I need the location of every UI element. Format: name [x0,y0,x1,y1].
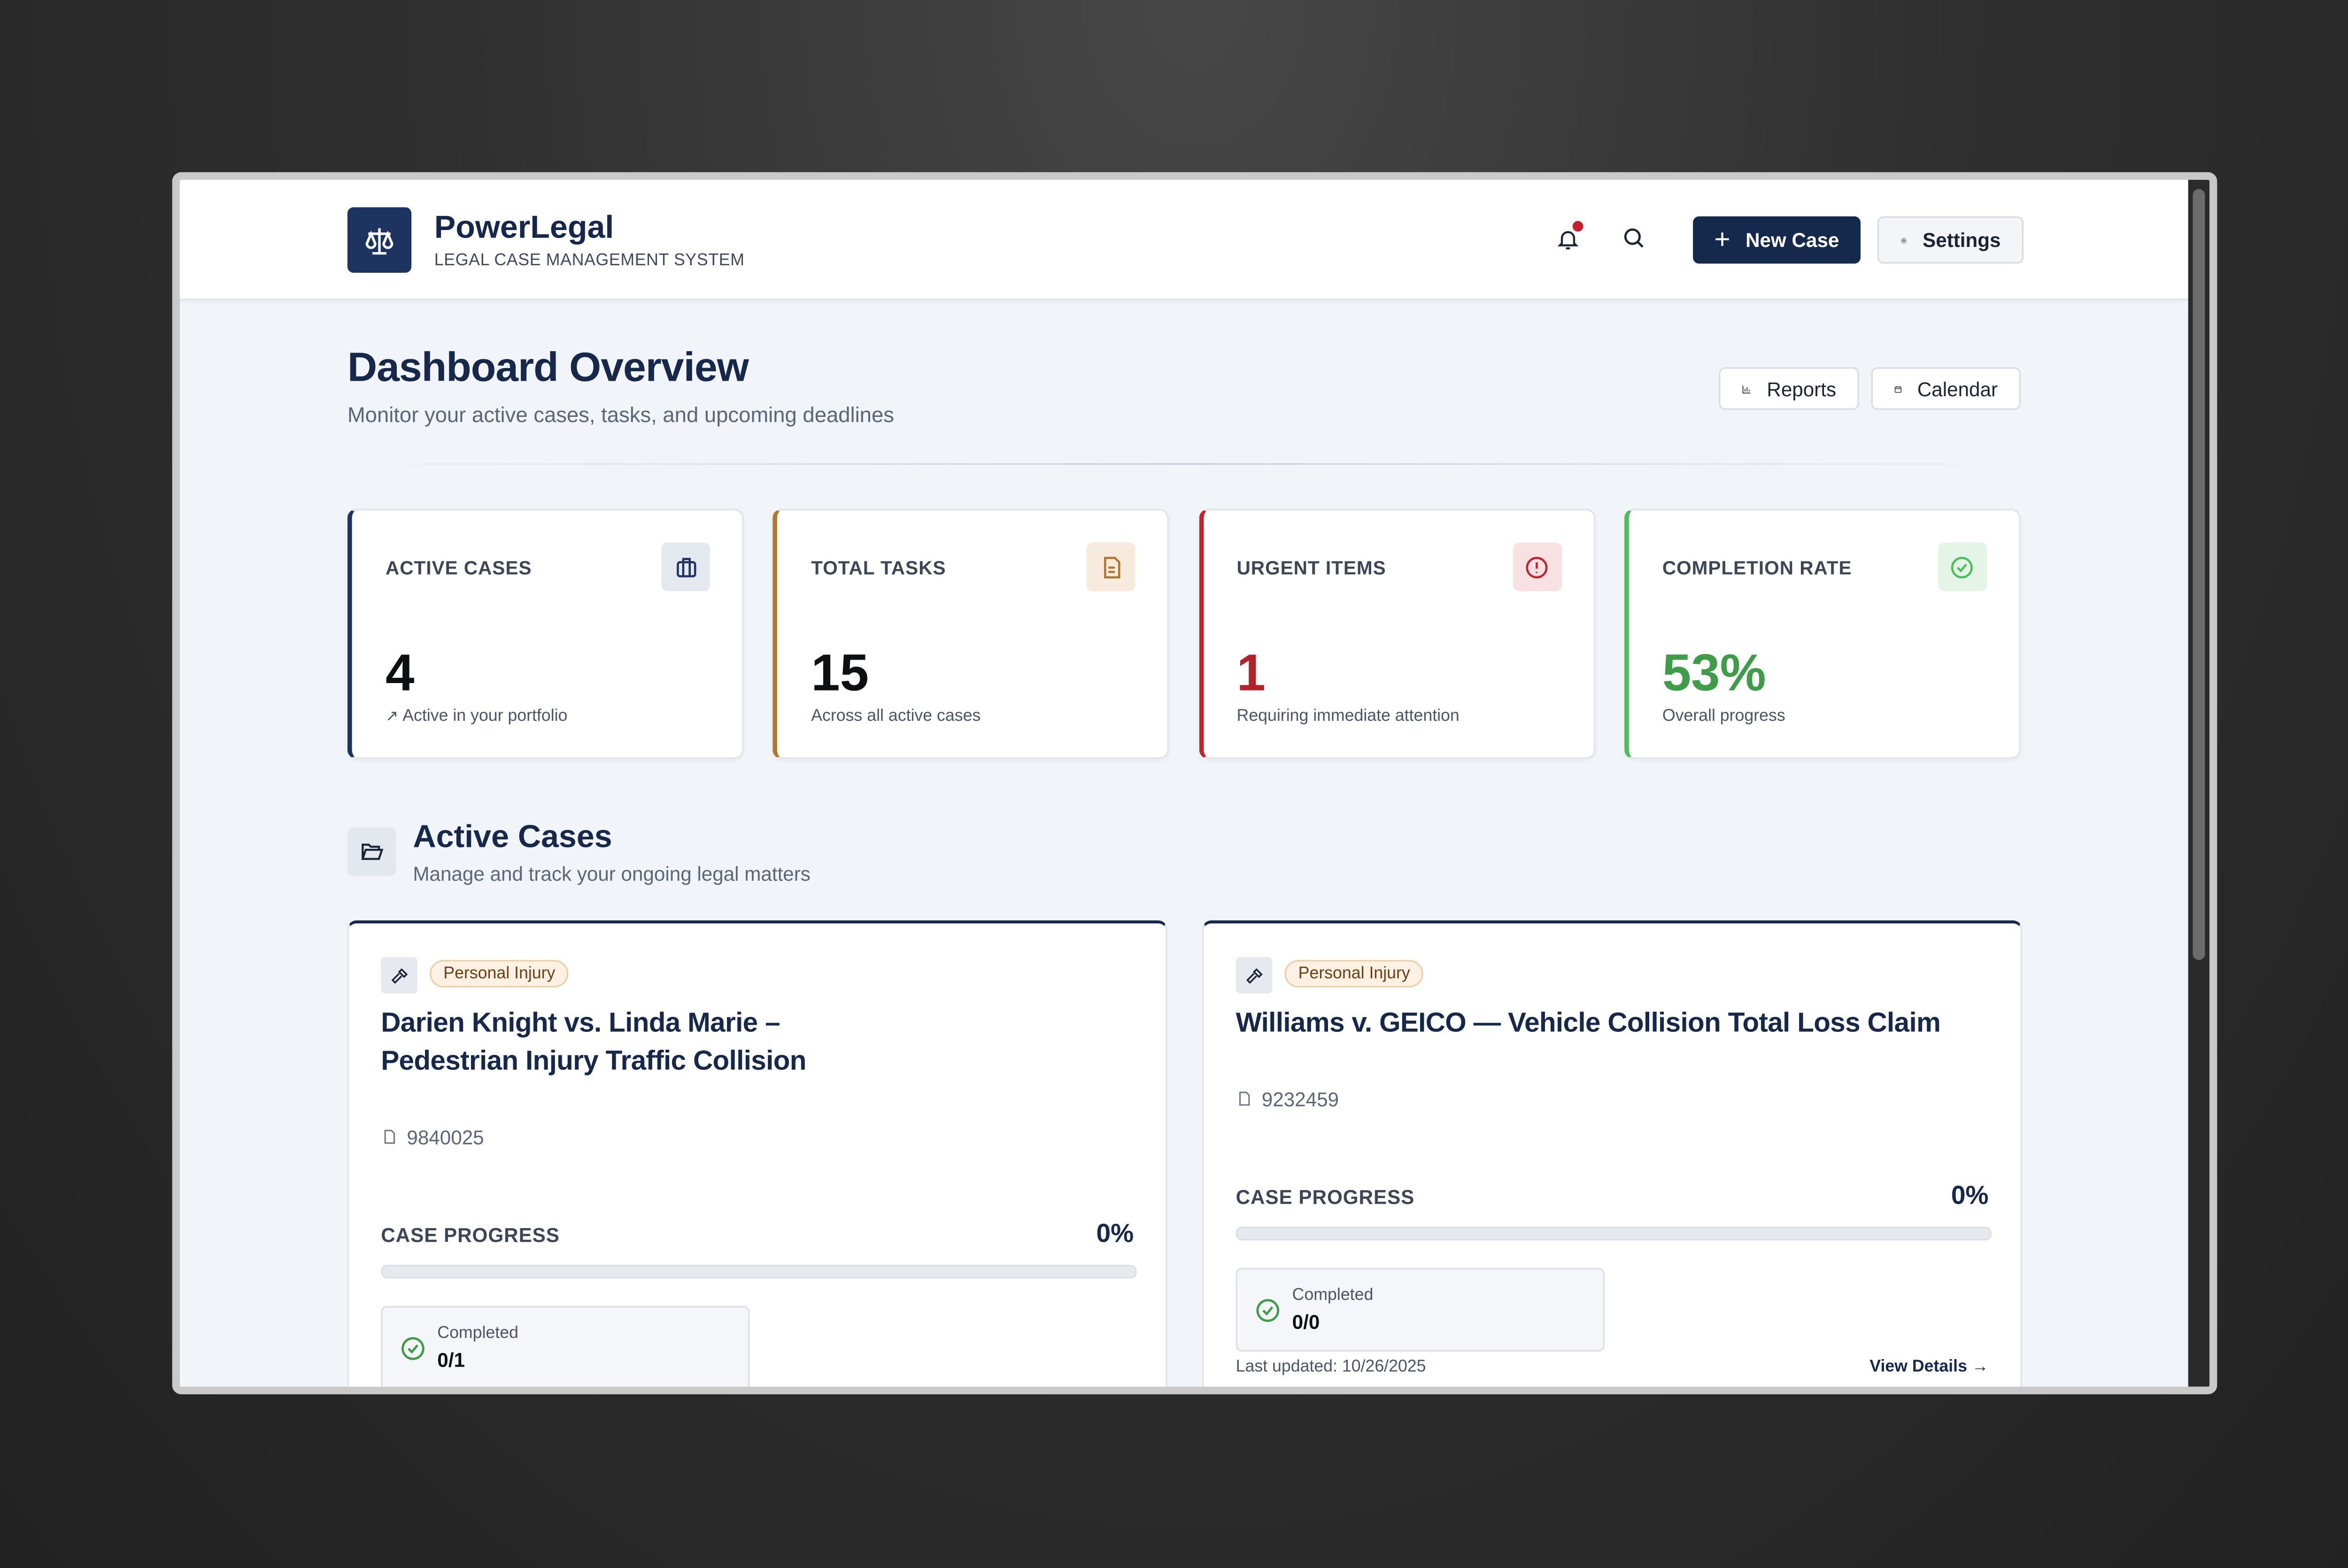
case-icon [1236,957,1273,994]
stat-label: URGENT ITEMS [1236,557,1386,579]
section-title: Active Cases [413,820,612,855]
scrollbar [2188,180,2210,1387]
progress-label: CASE PROGRESS [381,1223,560,1247]
case-number-text: 9840025 [407,1126,484,1149]
section-subtitle: Manage and track your ongoing legal matt… [413,862,811,885]
progress-bar [1236,1226,1992,1241]
stat-label: COMPLETION RATE [1662,557,1852,579]
stat-card: URGENT ITEMS 1 Requiring immediate atten… [1198,509,1595,759]
stat-value: 53% [1662,645,1766,703]
stat-label: ACTIVE CASES [385,557,532,579]
stat-value: 1 [1236,645,1266,703]
progress-bar [381,1265,1137,1279]
case-card[interactable]: Personal Injury Williams v. GEICO — Vehi… [1202,920,2022,1387]
stat-note-text: Across all active cases [811,707,981,726]
stat-note-text: Requiring immediate attention [1236,707,1460,726]
stat-value: 4 [385,645,415,703]
case-icon [381,957,418,994]
stat-icon [1938,542,1987,592]
case-tag: Personal Injury [1284,960,1424,988]
stat-card: ACTIVE CASES 4 ↗ Active in your portfoli… [347,509,744,759]
last-updated: Last updated: 10/26/2025 [1236,1358,1426,1376]
notifications[interactable] [1556,221,1583,261]
completed-value: 0/0 [1292,1310,1320,1334]
stat-note: Requiring immediate attention [1237,707,1460,725]
stat-icon [661,542,711,592]
browser-window: PowerLegal LEGAL CASE MANAGEMENT SYSTEM … [172,172,2217,1394]
settings-button[interactable]: Settings [1877,216,2024,264]
case-number: 9232459 [1236,1088,1339,1111]
completed-label: Completed [437,1324,518,1343]
logo [347,207,412,273]
completed-value: 0/1 [437,1348,465,1372]
stat-label: TOTAL TASKS [811,557,946,579]
completed-box: Completed 0/0 [1236,1268,1605,1352]
reports-label: Reports [1767,377,1837,400]
reports-button[interactable]: Reports [1719,367,1859,410]
calendar-button[interactable]: Calendar [1871,367,2021,410]
stat-note-text: Overall progress [1662,707,1785,726]
new-case-button[interactable]: + New Case [1693,216,1861,264]
scroll-thumb [2193,189,2205,960]
stat-card: TOTAL TASKS 15 Across all active cases [773,509,1169,759]
view-details[interactable]: View Details → [1869,1358,1989,1376]
case-number-text: 9232459 [1261,1088,1339,1111]
divider [347,463,2021,465]
stat-value: 15 [811,645,869,703]
stat-note-text: Active in your portfolio [402,707,568,726]
stat-note: ↗ Active in your portfolio [385,707,568,726]
app-header: PowerLegal LEGAL CASE MANAGEMENT SYSTEM … [179,180,2188,300]
stat-note: Overall progress [1662,707,1785,725]
search[interactable] [1622,225,1646,257]
completed-box: Completed 0/1 [381,1306,750,1387]
new-case-label: New Case [1746,228,1839,252]
page-title: Dashboard Overview [347,344,749,390]
case-title: Williams v. GEICO — Vehicle Collision To… [1236,1007,1941,1038]
brand: PowerLegal [434,210,614,246]
progress-value: 0% [1096,1219,1134,1248]
stat-icon [1087,542,1136,592]
settings-label: Settings [1923,228,2001,252]
case-title: Darien Knight vs. Linda Marie – Pedestri… [381,1007,806,1076]
section-icon [347,827,396,876]
stat-card: COMPLETION RATE 53% Overall progress [1624,509,2021,759]
stat-icon [1512,542,1561,592]
stat-note: Across all active cases [811,707,981,725]
progress-value: 0% [1951,1181,1989,1210]
completed-label: Completed [1292,1286,1374,1305]
tagline: LEGAL CASE MANAGEMENT SYSTEM [434,251,745,270]
case-number: 9840025 [381,1126,484,1149]
progress-label: CASE PROGRESS [1236,1185,1415,1208]
case-card[interactable]: Personal Injury Darien Knight vs. Linda … [347,920,1167,1387]
page-subtitle: Monitor your active cases, tasks, and up… [347,402,894,427]
case-tag: Personal Injury [430,960,569,988]
calendar-label: Calendar [1917,377,1998,400]
